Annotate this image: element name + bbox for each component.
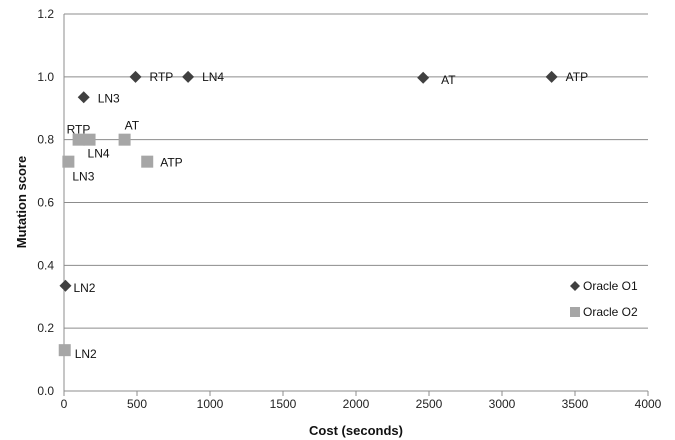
legend-marker xyxy=(570,281,580,291)
x-tick-label: 1500 xyxy=(270,397,297,411)
y-tick-labels: 0.0 0.2 0.4 0.6 0.8 1.0 1.2 xyxy=(37,7,54,398)
point-label: ATP xyxy=(160,156,182,170)
point-label: LN3 xyxy=(72,170,94,184)
data-point xyxy=(62,155,75,168)
legend-marker xyxy=(570,307,580,317)
data-point xyxy=(77,91,90,104)
data-point xyxy=(545,70,558,83)
x-tick-label: 500 xyxy=(127,397,147,411)
y-tick-label: 0.4 xyxy=(37,258,54,272)
legend: Oracle O1 Oracle O2 xyxy=(570,279,638,319)
gridlines xyxy=(64,13,648,329)
data-point xyxy=(417,71,430,84)
axes xyxy=(63,14,649,396)
legend-label: Oracle O1 xyxy=(583,279,638,293)
data-point xyxy=(83,133,96,146)
point-label: LN4 xyxy=(88,147,110,161)
data-point xyxy=(58,344,71,357)
point-label: LN2 xyxy=(73,281,95,295)
x-tick-label: 4000 xyxy=(635,397,662,411)
x-tick-label: 0 xyxy=(61,397,68,411)
point-label: RTP xyxy=(150,70,174,84)
data-point xyxy=(182,70,195,83)
point-label: AT xyxy=(125,119,140,133)
x-tick-label: 1000 xyxy=(197,397,224,411)
x-tick-labels: 0 500 1000 1500 2000 2500 3000 3500 4000 xyxy=(61,397,662,411)
y-tick-label: 1.2 xyxy=(37,7,54,21)
x-axis-title: Cost (seconds) xyxy=(309,423,403,438)
point-label: RTP xyxy=(67,123,91,137)
x-tick-label: 3500 xyxy=(562,397,589,411)
legend-label: Oracle O2 xyxy=(583,305,638,319)
point-label: AT xyxy=(441,73,456,87)
x-tick-label: 2000 xyxy=(343,397,370,411)
y-tick-label: 0.0 xyxy=(37,384,54,398)
point-label: LN2 xyxy=(75,347,97,361)
x-tick-label: 2500 xyxy=(416,397,443,411)
y-tick-label: 0.8 xyxy=(37,133,54,147)
x-tick-label: 3000 xyxy=(489,397,516,411)
y-tick-label: 1.0 xyxy=(37,70,54,84)
data-point xyxy=(59,279,72,292)
point-label: LN4 xyxy=(202,70,224,84)
data-point xyxy=(118,133,131,146)
y-axis-title: Mutation score xyxy=(14,156,29,248)
data-points xyxy=(58,70,558,357)
point-label: LN3 xyxy=(98,91,120,105)
y-tick-label: 0.6 xyxy=(37,196,54,210)
y-tick-label: 0.2 xyxy=(37,321,54,335)
point-labels: LN2 LN3 RTP LN4 AT ATP LN2 LN3 RTP LN4 AT ATP xyxy=(67,70,588,361)
data-point xyxy=(72,133,85,146)
point-label: ATP xyxy=(566,70,588,84)
data-point xyxy=(141,155,154,168)
data-point xyxy=(129,70,142,83)
